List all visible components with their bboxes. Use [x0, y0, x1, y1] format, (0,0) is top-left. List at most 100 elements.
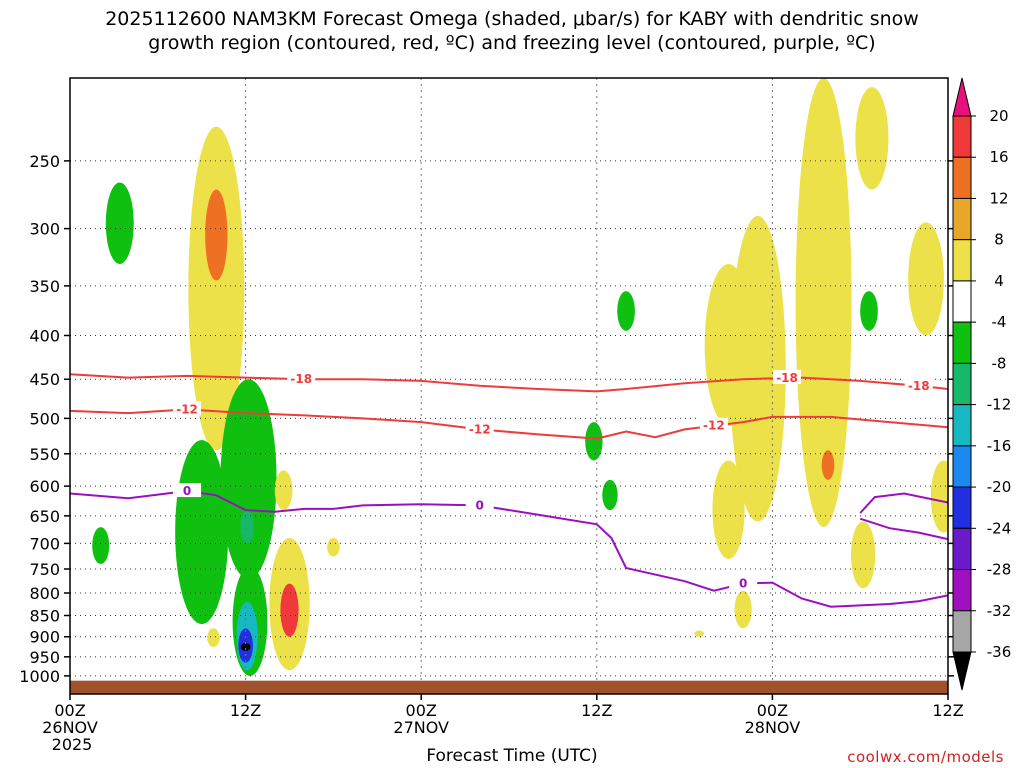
x-tick-label: 26NOV [42, 718, 98, 737]
chart-title-line1: 2025112600 NAM3KM Forecast Omega (shaded… [105, 8, 919, 30]
y-tick-label: 250 [29, 152, 60, 171]
y-tick-label: 950 [29, 648, 60, 667]
contour-label: 0 [476, 498, 484, 512]
omega-region-17 [585, 422, 603, 461]
x-tick-label: 12Z [581, 701, 612, 720]
x-tick-label: 00Z [406, 701, 437, 720]
omega-region-16 [617, 291, 635, 331]
omega-region-4 [175, 440, 229, 625]
omega-region-5 [220, 379, 277, 579]
contour-line-1 [70, 408, 948, 440]
colorbar-label: -12 [987, 396, 1012, 414]
contour-line-3 [859, 492, 948, 514]
omega-shading [92, 78, 948, 676]
y-tick-label: 550 [29, 445, 60, 464]
contour-label: -18 [776, 371, 798, 385]
x-tick-label: 27NOV [393, 718, 449, 737]
terrain-band [70, 680, 948, 694]
terrain-surface [70, 680, 948, 694]
colorbar-label: 12 [989, 189, 1008, 207]
y-tick-label: 700 [29, 534, 60, 553]
colorbar-label: -4 [992, 313, 1007, 331]
colorbar-segment [952, 156, 972, 199]
colorbar-segment [952, 239, 972, 282]
y-tick-label: 650 [29, 507, 60, 526]
colorbar-bottom-arrow [952, 651, 972, 691]
colorbar-label: -16 [987, 437, 1012, 455]
omega-region-29 [734, 590, 752, 629]
contour-label-bg [729, 575, 758, 590]
omega-region-25 [860, 291, 878, 331]
omega-region-21 [729, 216, 786, 522]
contour-label: -12 [703, 419, 725, 433]
y-tick-label: 350 [29, 277, 60, 296]
colorbar-top-arrow [952, 77, 972, 117]
colorbar: 20 16 12 8 4 -4 -8 -12 -16 -20 -24 -28 -32 -36 [952, 77, 1012, 691]
omega-region-22 [795, 78, 852, 528]
omega-region-2 [188, 126, 245, 451]
colorbar-label: 16 [989, 148, 1008, 166]
omega-region-24 [821, 450, 835, 480]
contour-line-0 [70, 373, 948, 393]
colorbar-segment [952, 404, 972, 447]
omega-region-28 [930, 460, 948, 533]
contour-label-bg [699, 417, 728, 432]
colorbar-label: -8 [992, 354, 1007, 372]
y-tick-label: 400 [29, 326, 60, 345]
contour-lines: -18 -18 -18 -12 -12 -12 0 0 0 [70, 370, 948, 608]
contour-line-2 [70, 489, 948, 608]
x-tick-label: 00Z [54, 701, 85, 720]
y-tick-label: 750 [29, 560, 60, 579]
colorbar-segment [952, 569, 972, 612]
omega-region-14 [327, 538, 340, 557]
omega-region-18 [602, 479, 618, 511]
colorbar-segment [952, 321, 972, 364]
omega-region-10 [240, 642, 251, 651]
omega-region-13 [274, 470, 293, 511]
omega-region-3 [205, 189, 228, 281]
omega-region-1 [92, 527, 110, 565]
omega-region-0 [105, 182, 134, 265]
colorbar-label: -28 [987, 561, 1012, 579]
x-tick-label: 12Z [932, 701, 963, 720]
omega-region-15 [207, 628, 220, 647]
colorbar-label: -36 [987, 643, 1012, 661]
contour-label: -12 [176, 402, 198, 416]
contour-label-bg [173, 483, 202, 498]
contour-line-4 [859, 517, 948, 541]
y-tick-label: 600 [29, 477, 60, 496]
credit-text: coolwx.com/models [847, 748, 1004, 766]
colorbar-segment [952, 486, 972, 529]
colorbar-segment [952, 362, 972, 406]
contour-label-bg [465, 497, 494, 512]
omega-region-23 [855, 87, 889, 190]
contour-label-bg [465, 421, 494, 436]
contour-label-bg [287, 371, 316, 386]
colorbar-label: -20 [987, 478, 1012, 496]
contour-label: -18 [290, 372, 312, 386]
colorbar-label: 4 [994, 272, 1004, 290]
contour-label: 0 [739, 577, 747, 591]
y-tick-label: 300 [29, 220, 60, 239]
y-tick-label: 450 [29, 370, 60, 389]
contour-label-bg [904, 377, 933, 392]
y-axis: 250 300 350 400 450 500 550 600 650 700 750 800 850 9… [19, 152, 954, 686]
y-tick-label: 900 [29, 628, 60, 647]
y-tick-label: 1000 [19, 667, 60, 686]
x-axis-label: Forecast Time (UTC) [426, 746, 598, 766]
omega-region-6 [240, 510, 254, 544]
colorbar-segment [952, 115, 972, 158]
colorbar-label: -32 [987, 602, 1012, 620]
x-tick-label: 12Z [230, 701, 261, 720]
contour-label: 0 [183, 484, 191, 498]
omega-region-30 [694, 630, 704, 637]
colorbar-label: -24 [987, 519, 1012, 537]
colorbar-segment [952, 280, 972, 323]
plot-frame [69, 77, 949, 695]
omega-region-26 [908, 222, 944, 336]
contour-label-bg [173, 401, 202, 416]
colorbar-segment [952, 527, 972, 571]
colorbar-label: 8 [994, 231, 1004, 249]
